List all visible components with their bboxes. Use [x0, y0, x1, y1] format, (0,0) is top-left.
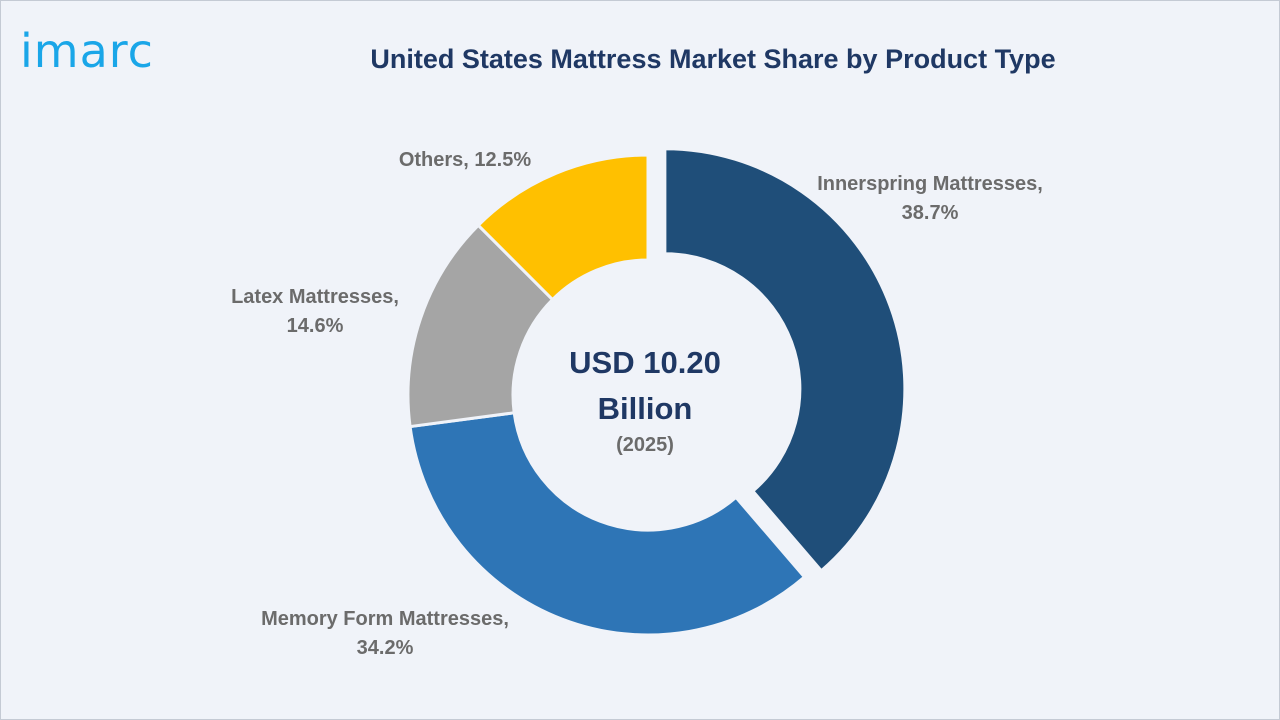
label-others-name: Others, 12.5% — [398, 149, 532, 171]
slice-latex — [406, 223, 555, 429]
label-memory-form: Memory Form Mattresses, 34.2% — [240, 605, 530, 663]
label-others: Others, 12.5% — [375, 146, 555, 175]
label-latex-value: 14.6% — [286, 315, 344, 337]
slice-innerspring — [663, 147, 907, 573]
center-market-value: USD 10.20 Billion — [569, 345, 721, 426]
slice-others — [476, 153, 650, 302]
label-memory-form-name: Memory Form Mattresses, — [261, 608, 509, 630]
label-latex-name: Latex Mattresses, — [231, 286, 399, 308]
label-memory-form-value: 34.2% — [356, 637, 414, 659]
label-innerspring-value: 38.7% — [901, 202, 959, 224]
slice-memory-form — [408, 411, 807, 637]
center-year: (2025) — [616, 434, 674, 456]
label-innerspring: Innerspring Mattresses, 38.7% — [790, 170, 1070, 228]
label-latex: Latex Mattresses, 14.6% — [200, 283, 430, 341]
label-innerspring-name: Innerspring Mattresses, — [817, 173, 1043, 195]
chart-title: United States Mattress Market Share by P… — [370, 44, 1056, 74]
imarc-logo: imarc — [20, 24, 154, 78]
